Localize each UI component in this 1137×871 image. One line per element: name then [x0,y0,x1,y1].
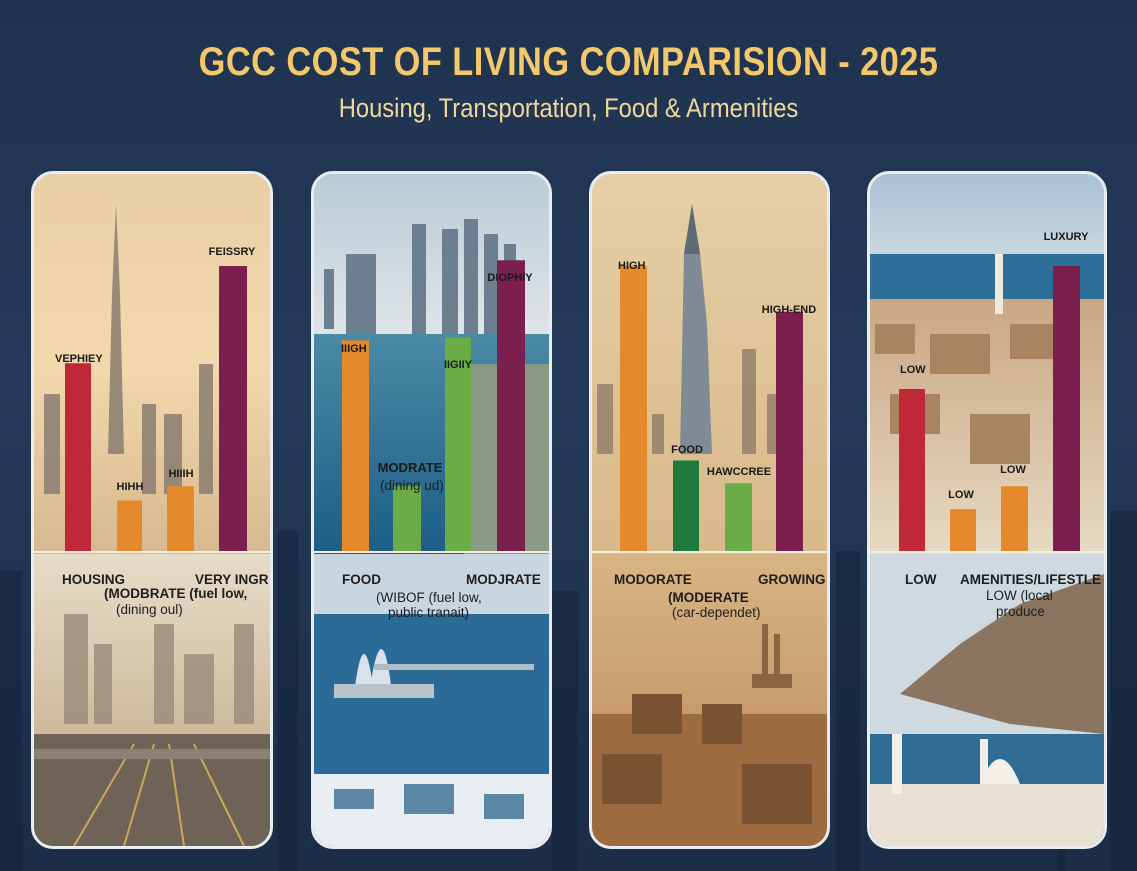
chart-1-bar-1-label: VEPHIEY [55,353,103,365]
chart-3-bar-3-label: HAWCCREE [706,466,772,478]
chart-1-bar-2 [117,500,142,552]
chart-1-bar-4-label: FEISSRY [208,246,256,258]
panel-3-caption-3: (car-dependet) [672,605,761,620]
chart-2 [314,260,549,553]
panel-4-caption-4: produce [996,604,1045,619]
chart-2-bar-3 [445,337,471,552]
panel-4-caption-3: LOW (local [986,588,1053,603]
chart-2-bar-1-label: IIIGH [341,343,367,355]
panel-1: VEPHIEY HIHH HIIIH FEISSRY HOUSING (MODB… [31,171,273,849]
chart-4-bar-2-label: LOW [948,489,974,501]
page-subtitle: Housing, Transportation, Food & Armeniti… [338,93,799,123]
chart-1 [34,266,270,553]
panel-4-caption-1: LOW [905,572,937,587]
panel-2-caption-3: public tranait) [388,605,470,620]
chart-4-bar-2 [950,509,976,552]
chart-4-bar-4-label: LUXURY [1043,231,1089,243]
chart-2-bar-2 [393,486,421,552]
chart-2-bar-4-label: DIOPHIY [487,272,533,284]
chart-2-bar-4 [497,260,525,552]
chart-3-bar-3 [725,483,752,552]
chart-4-bar-3-label: LOW [1000,464,1026,476]
panel-1-caption-3: (dining oul) [116,602,183,617]
chart-1-bar-2-label: HIHH [116,481,144,493]
chart-1-bar-4 [219,266,247,552]
panel-2-caption-4: MODJRATE [466,572,541,587]
chart-3-bar-4 [776,311,803,552]
chart-1-bar-3 [167,486,194,552]
panel-3-caption-1: MODORATE [614,572,692,587]
chart-1-bar-3-label: HIIIH [168,468,194,480]
panel-3-caption-4: GROWING [758,572,826,587]
chart-4-bar-4 [1053,266,1080,552]
page-title: GCC COST OF LIVING COMPARISION - 2025 [198,40,939,84]
panel-1-caption-4: VERY INGR [195,572,269,587]
panel-2-caption-2: (WIBOF (fuel low, [376,590,482,605]
panel-4-caption-2: AMENITIES/LIFESTLE [960,572,1102,587]
chart-1-bar-1 [65,363,91,552]
panel-4: LOW LOW LOW LUXURY LOW AMENITIES/LIFESTL… [867,171,1107,849]
panel-3-caption-2: (MODERATE [668,590,749,605]
chart-4-bar-1-label: LOW [900,364,926,376]
panel-2-caption-1: FOOD [342,572,381,587]
panel-1-caption-2: (MODBRATE (fuel low, [104,586,248,601]
chart-3-bar-1 [620,266,647,552]
chart-2-bar-1 [342,340,369,552]
chart-2-bar-2-sublabel: (dining ud) [380,478,444,493]
panel-3: HIGH FOOD HAWCCREE HIGH-END MODORATE (MO… [589,171,830,849]
chart-3 [592,266,827,553]
panel-1-caption-1: HOUSING [62,572,126,587]
chart-3-bar-2-label: FOOD [671,444,703,456]
chart-2-bar-2-label: MODRATE [377,460,443,475]
panel-2: IIIGH MODRATE (dining ud) IIGIIY DIOPHIY… [311,171,552,849]
chart-2-bar-3-label: IIGIIY [443,359,473,371]
chart-3-bar-1-label: HIGH [618,260,646,272]
chart-3-bar-2 [673,460,699,552]
chart-4 [870,266,1104,553]
chart-4-bar-3 [1001,486,1028,552]
chart-4-bar-1 [899,388,925,552]
chart-3-bar-4-label: HIGH-END [761,304,817,316]
